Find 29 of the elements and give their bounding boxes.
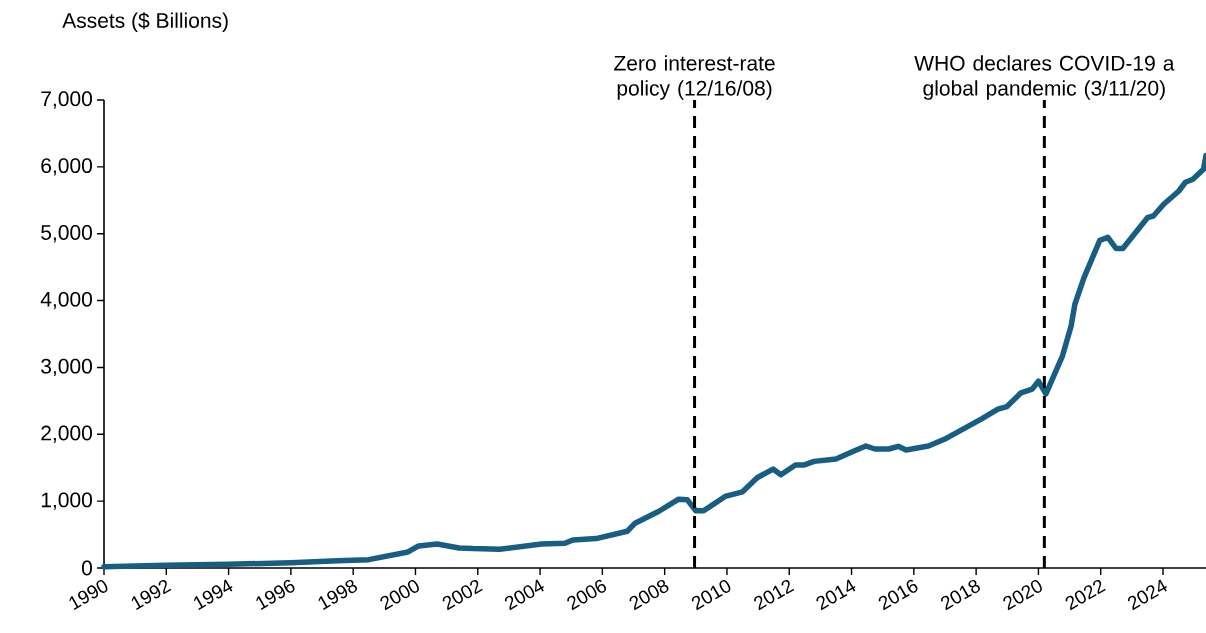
x-tick-label: 1992 bbox=[131, 579, 172, 610]
y-tick-label: 7,000 bbox=[41, 91, 92, 109]
x-tick-label: 2004 bbox=[504, 579, 544, 611]
x-tick-label: 2000 bbox=[380, 580, 419, 611]
ref-line-label: Zero interest-rate policy (12/16/08) bbox=[614, 55, 775, 100]
x-tick-label: 2020 bbox=[1003, 580, 1042, 611]
x-tick-label: 1996 bbox=[256, 579, 295, 610]
y-tick-label: 6,000 bbox=[41, 158, 92, 176]
x-tick-label: 1990 bbox=[69, 580, 108, 610]
x-tick-label: 2012 bbox=[754, 579, 795, 611]
y-tick-label: 1,000 bbox=[41, 492, 92, 510]
x-tick-label: 1998 bbox=[318, 579, 358, 610]
ref-line-label: WHO declares COVID-19 a global pandemic (3/11/20) bbox=[914, 55, 1175, 100]
y-tick-label: 5,000 bbox=[41, 225, 92, 243]
x-tick-label: 2018 bbox=[941, 579, 980, 611]
x-tick-label: 2002 bbox=[442, 579, 483, 611]
y-axis-title: Assets ($ Billions) bbox=[62, 12, 228, 33]
x-tick-label: 2014 bbox=[816, 579, 856, 611]
x-tick-label: 2024 bbox=[1127, 579, 1167, 611]
x-tick-label: 1994 bbox=[193, 579, 233, 610]
x-tick-label: 2022 bbox=[1065, 579, 1106, 611]
y-tick-label: 0 bbox=[81, 560, 92, 576]
x-tick-label: 2006 bbox=[567, 579, 607, 611]
x-tick-label: 2008 bbox=[629, 579, 669, 611]
y-tick-label: 2,000 bbox=[41, 425, 92, 443]
x-tick-label: 2010 bbox=[691, 580, 731, 611]
y-tick-label: 3,000 bbox=[41, 358, 92, 377]
y-tick-label: 4,000 bbox=[40, 291, 92, 310]
x-tick-label: 2016 bbox=[878, 579, 918, 611]
